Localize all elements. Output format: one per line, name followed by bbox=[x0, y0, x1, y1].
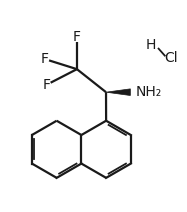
Text: F: F bbox=[42, 78, 50, 92]
Text: H: H bbox=[145, 38, 156, 52]
Text: F: F bbox=[41, 52, 49, 66]
Polygon shape bbox=[106, 89, 130, 95]
Text: Cl: Cl bbox=[164, 51, 178, 65]
Text: F: F bbox=[73, 30, 81, 44]
Text: NH₂: NH₂ bbox=[136, 85, 162, 99]
